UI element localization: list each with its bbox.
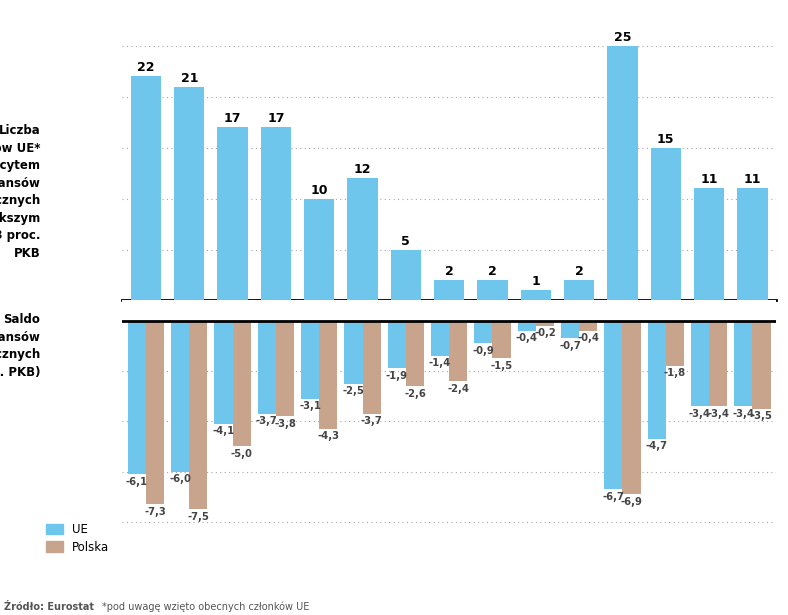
Text: 2: 2 bbox=[444, 265, 454, 278]
Bar bbox=[217, 127, 247, 301]
Bar bbox=[623, 320, 641, 494]
Text: -5,0: -5,0 bbox=[231, 449, 253, 459]
Text: 11: 11 bbox=[744, 173, 761, 186]
Text: -0,7: -0,7 bbox=[559, 341, 581, 351]
Text: 10: 10 bbox=[310, 184, 328, 197]
Bar bbox=[666, 320, 684, 366]
Text: -1,5: -1,5 bbox=[490, 361, 513, 371]
Bar bbox=[651, 148, 681, 301]
Text: -2,4: -2,4 bbox=[448, 384, 470, 394]
Bar bbox=[348, 178, 377, 301]
Text: 17: 17 bbox=[224, 113, 241, 125]
Bar bbox=[561, 320, 579, 338]
Text: -3,1: -3,1 bbox=[299, 401, 322, 411]
Bar bbox=[232, 320, 251, 446]
Bar bbox=[753, 320, 771, 409]
Text: 11: 11 bbox=[701, 173, 718, 186]
Bar bbox=[734, 320, 753, 406]
Text: -1,9: -1,9 bbox=[386, 371, 407, 381]
Bar bbox=[604, 320, 623, 489]
Text: 21: 21 bbox=[180, 71, 198, 85]
Text: -3,7: -3,7 bbox=[256, 416, 277, 426]
Bar bbox=[258, 320, 276, 414]
Text: -3,7: -3,7 bbox=[361, 416, 382, 426]
Text: -1,8: -1,8 bbox=[663, 368, 686, 378]
Bar bbox=[171, 320, 189, 472]
Text: 17: 17 bbox=[267, 113, 284, 125]
Bar bbox=[521, 290, 551, 301]
Text: 1: 1 bbox=[531, 276, 540, 288]
Text: Saldo
finansów
publicznych
(proc. PKB): Saldo finansów publicznych (proc. PKB) bbox=[0, 314, 40, 379]
Text: 12: 12 bbox=[354, 163, 371, 177]
Bar bbox=[319, 320, 337, 429]
Text: -0,4: -0,4 bbox=[577, 333, 599, 343]
Text: -6,0: -6,0 bbox=[169, 474, 191, 484]
Text: 15: 15 bbox=[657, 133, 675, 146]
Bar bbox=[301, 320, 319, 399]
Bar bbox=[478, 280, 507, 301]
Bar bbox=[174, 87, 204, 301]
Text: 2: 2 bbox=[574, 265, 583, 278]
Bar bbox=[691, 320, 709, 406]
Text: 25: 25 bbox=[614, 31, 631, 44]
Bar bbox=[738, 188, 768, 301]
Bar bbox=[579, 320, 597, 331]
Text: -3,4: -3,4 bbox=[732, 409, 754, 419]
Text: -3,5: -3,5 bbox=[750, 411, 772, 421]
Bar bbox=[391, 250, 421, 301]
Text: 5: 5 bbox=[401, 234, 411, 247]
Bar bbox=[304, 199, 334, 301]
Bar bbox=[434, 280, 464, 301]
Text: -0,4: -0,4 bbox=[515, 333, 537, 343]
Bar bbox=[709, 320, 727, 406]
Bar bbox=[536, 320, 554, 325]
Text: -0,9: -0,9 bbox=[473, 346, 494, 355]
Bar bbox=[518, 320, 536, 331]
Text: -4,3: -4,3 bbox=[318, 431, 340, 442]
Text: -2,5: -2,5 bbox=[343, 386, 364, 396]
Bar bbox=[648, 320, 666, 439]
Text: 22: 22 bbox=[137, 62, 154, 74]
Bar bbox=[261, 127, 291, 301]
Bar bbox=[214, 320, 232, 424]
Text: Źródło: Eurostat: Źródło: Eurostat bbox=[4, 602, 94, 612]
Bar bbox=[431, 320, 449, 356]
Bar bbox=[388, 320, 406, 368]
Bar bbox=[344, 320, 362, 384]
Text: -2,6: -2,6 bbox=[404, 389, 426, 399]
Bar bbox=[276, 320, 294, 416]
Text: -0,2: -0,2 bbox=[534, 328, 556, 338]
Bar bbox=[694, 188, 724, 301]
Text: Liczba
krajów UE*
z deficytem
finansów
publicznych
większym
niż 3 proc.
PKB: Liczba krajów UE* z deficytem finansów p… bbox=[0, 124, 40, 260]
Text: -7,3: -7,3 bbox=[144, 507, 166, 517]
Bar bbox=[564, 280, 594, 301]
Text: -6,1: -6,1 bbox=[126, 477, 148, 486]
Text: -3,4: -3,4 bbox=[707, 409, 729, 419]
Bar bbox=[128, 320, 146, 474]
Bar bbox=[146, 320, 164, 504]
Bar bbox=[474, 320, 492, 343]
Text: -7,5: -7,5 bbox=[188, 512, 210, 522]
Bar bbox=[406, 320, 424, 386]
Text: -1,4: -1,4 bbox=[429, 359, 452, 368]
Text: -3,8: -3,8 bbox=[274, 419, 296, 429]
Bar bbox=[492, 320, 511, 359]
Bar bbox=[449, 320, 467, 381]
Legend: UE, Polska: UE, Polska bbox=[46, 523, 110, 554]
Text: -4,7: -4,7 bbox=[645, 442, 667, 451]
Text: -4,1: -4,1 bbox=[213, 426, 235, 436]
Text: 2: 2 bbox=[488, 265, 497, 278]
Text: *pod uwagę wzięto obecnych członków UE: *pod uwagę wzięto obecnych członków UE bbox=[102, 601, 310, 612]
Bar bbox=[189, 320, 207, 509]
Text: -6,7: -6,7 bbox=[602, 492, 624, 502]
Bar bbox=[362, 320, 381, 414]
Bar bbox=[131, 76, 161, 301]
Text: -6,9: -6,9 bbox=[621, 497, 642, 507]
Bar bbox=[608, 46, 637, 301]
Text: -3,4: -3,4 bbox=[689, 409, 711, 419]
